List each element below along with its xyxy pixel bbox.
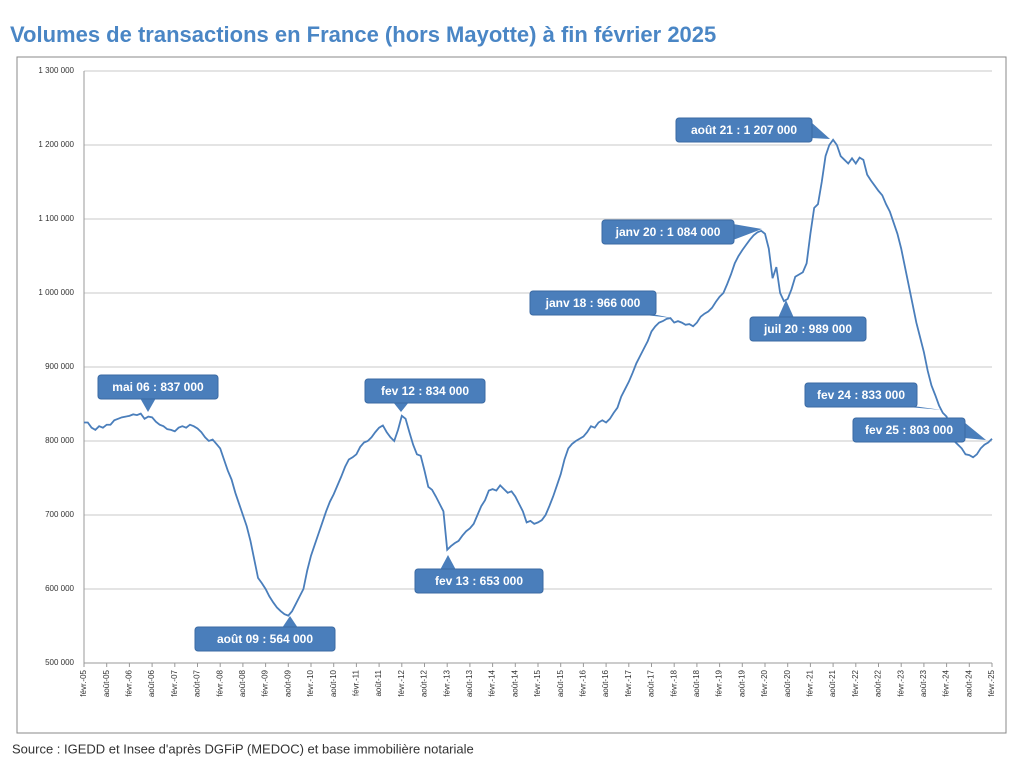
x-tick-label: févr.-24 — [942, 669, 951, 696]
x-tick-label: févr.-17 — [624, 669, 633, 696]
callout-pointer — [140, 398, 156, 412]
callout-label: janv 20 : 1 084 000 — [615, 225, 721, 239]
y-tick-label: 1 200 000 — [38, 140, 74, 149]
callout-box — [194, 626, 336, 652]
x-tick-label: août-05 — [102, 669, 111, 697]
y-tick-label: 800 000 — [45, 436, 74, 445]
x-tick-label: août-15 — [556, 669, 565, 697]
x-tick-label: août-10 — [329, 669, 338, 697]
x-tick-label: févr.-20 — [760, 669, 769, 696]
callout-box — [414, 568, 544, 594]
x-tick-label: août-20 — [783, 669, 792, 697]
annotations: mai 06 : 837 000 août 09 : 564 000 fev 12 … — [97, 117, 986, 652]
callout-label: janv 18 : 966 000 — [545, 296, 641, 310]
plot — [84, 138, 993, 617]
callout-label: fev 24 : 833 000 — [817, 388, 905, 402]
x-tick-label: févr.-07 — [170, 669, 179, 696]
x-tick-label: févr.-15 — [533, 669, 542, 696]
y-tick-label: 600 000 — [45, 584, 74, 593]
x-tick-label: févr.-13 — [442, 669, 451, 696]
callout-box — [364, 378, 486, 404]
x-tick-label: août-08 — [238, 669, 247, 697]
x-tick-label: févr.-21 — [806, 669, 815, 696]
x-tick-label: févr.-05 — [79, 669, 88, 696]
callout-box — [852, 417, 966, 443]
callout-box — [529, 290, 657, 316]
x-tick-label: août-24 — [964, 669, 973, 697]
callout-label: août 21 : 1 207 000 — [691, 123, 797, 137]
x-tick-label: août-18 — [692, 669, 701, 697]
x-tick-label: août-19 — [737, 669, 746, 697]
callout-pointer — [778, 300, 794, 318]
x-tick-label: août-07 — [193, 669, 202, 697]
x-tick-label: août-06 — [147, 669, 156, 697]
x-tick-label: août-21 — [828, 669, 837, 697]
x-tick-label: août-11 — [374, 669, 383, 696]
source: Source : IGEDD et Insee d'après DGFiP (M… — [12, 741, 474, 756]
callout-label: fev 12 : 834 000 — [381, 384, 469, 398]
callout-box — [749, 316, 867, 342]
x-tick-label: févr.-06 — [125, 669, 134, 696]
callout-box — [97, 374, 219, 400]
x-tick-label: août-13 — [465, 669, 474, 697]
x-tick-label: août-09 — [283, 669, 292, 697]
callout-pointer — [733, 224, 762, 240]
callout-pointer — [964, 422, 986, 440]
callout-pointer — [393, 402, 409, 412]
x-tick-label: août-16 — [601, 669, 610, 697]
callout-pointer — [440, 555, 456, 570]
x-tick-label: août-17 — [647, 669, 656, 697]
chart-frame — [16, 56, 1007, 734]
y-tick-label: 700 000 — [45, 510, 74, 519]
x-tick-label: août-22 — [874, 669, 883, 697]
x-tick-label: févr.-11 — [352, 669, 361, 696]
x-tick-label: août-12 — [420, 669, 429, 697]
x-tick-label: févr.-23 — [896, 669, 905, 696]
line — [84, 138, 993, 617]
callout-label: août 09 : 564 000 — [217, 632, 313, 646]
x-tick-label: févr.-12 — [397, 669, 406, 696]
y-tick-label: 1 300 000 — [38, 66, 74, 75]
callout-box — [804, 382, 918, 408]
x-tick-label: févr.-10 — [306, 669, 315, 696]
x-tick-label: août-14 — [510, 669, 519, 697]
y-tick-label: 1 100 000 — [38, 214, 74, 223]
callout-pointer — [282, 616, 298, 628]
y-tick-label: 1 000 000 — [38, 288, 74, 297]
callout-label: juil 20 : 989 000 — [763, 322, 852, 336]
x-tick-label: févr.-14 — [488, 669, 497, 696]
callout-label: fev 25 : 803 000 — [865, 423, 953, 437]
x-tick-label: févr.-25 — [987, 669, 996, 696]
grid: 500 000 600 000 700 000 800 000 900 000 1 000… — [38, 66, 996, 697]
x-tick-label: févr.-19 — [715, 669, 724, 696]
x-tick-label: févr.-09 — [261, 669, 270, 696]
x-tick-label: févr.-16 — [579, 669, 588, 696]
callout-pointer — [811, 122, 830, 139]
callout-box — [675, 117, 813, 143]
y-tick-label: 900 000 — [45, 362, 74, 371]
callout-label: fev 13 : 653 000 — [435, 574, 523, 588]
x-tick-label: août-23 — [919, 669, 928, 697]
y-tick-label: 500 000 — [45, 658, 74, 667]
x-tick-label: févr.-18 — [669, 669, 678, 696]
x-tick-label: févr.-22 — [851, 669, 860, 696]
callout-box — [601, 219, 735, 245]
x-tick-label: févr.-08 — [215, 669, 224, 696]
callout-label: mai 06 : 837 000 — [112, 380, 204, 394]
chart-title: Volumes de transactions en France (hors … — [10, 22, 716, 47]
